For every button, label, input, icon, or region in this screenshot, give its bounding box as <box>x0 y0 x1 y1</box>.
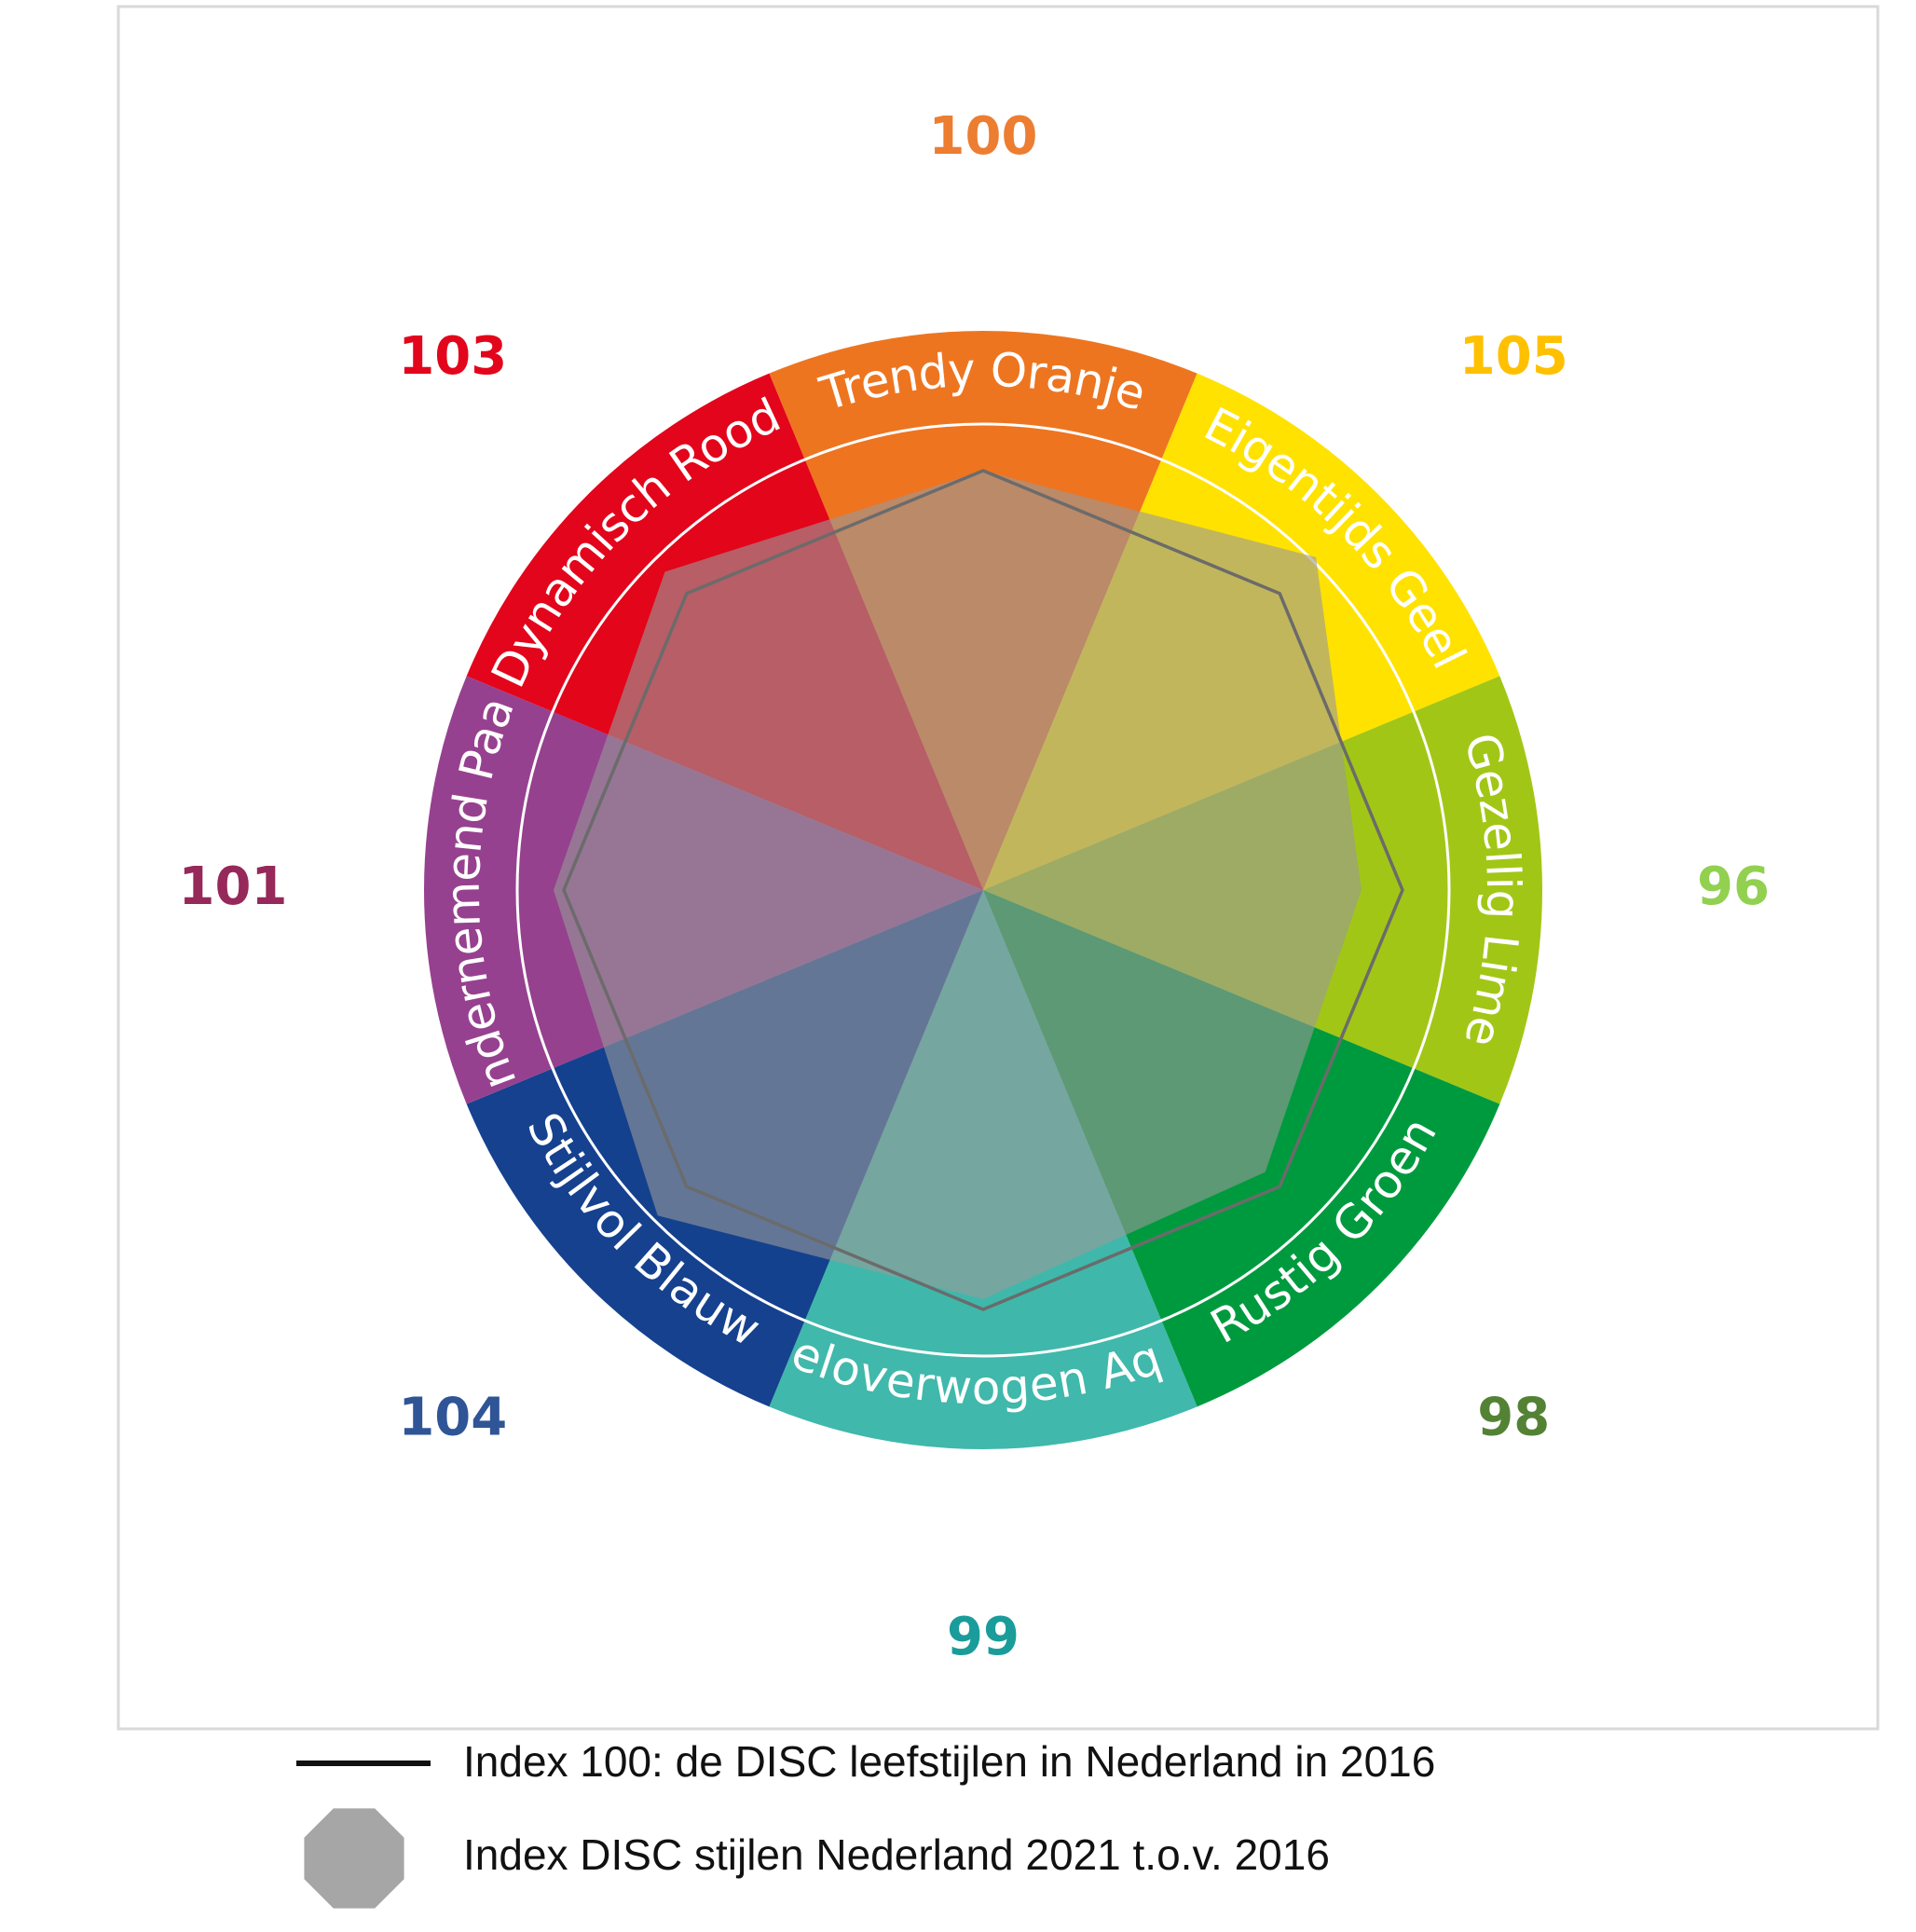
legend-text-2021: Index DISC stijlen Nederland 2021 t.o.v.… <box>463 1830 1330 1879</box>
series-2021-group <box>554 471 1362 1299</box>
index-label-gezellig-lime: 96 <box>1697 856 1770 917</box>
series-2021-polygon <box>554 471 1362 1299</box>
index-label-rustig-groen: 98 <box>1477 1387 1550 1447</box>
legend-text-2016: Index 100: de DISC leefstijlen in Nederl… <box>463 1737 1435 1786</box>
inner-circle-edge <box>515 422 1451 1358</box>
legend-octagon-marker <box>304 1808 404 1909</box>
series-2016-polygon <box>562 469 1404 1311</box>
index-label-dynamisch-rood: 103 <box>398 326 507 387</box>
index-label-trendy-oranje: 100 <box>929 106 1038 167</box>
index-labels: 100 105 96 98 99 104 101 103 <box>179 106 1770 1667</box>
index-label-ondernemend-paars: 101 <box>179 856 288 917</box>
index-label-eigentijds-geel: 105 <box>1459 326 1568 387</box>
index-label-stijlvol-blauw: 104 <box>398 1387 507 1447</box>
index-label-weloverwogen-aqua: 99 <box>947 1607 1020 1667</box>
series-2016-group <box>562 469 1404 1311</box>
legend: Index 100: de DISC leefstijlen in Nederl… <box>296 1737 1435 1909</box>
